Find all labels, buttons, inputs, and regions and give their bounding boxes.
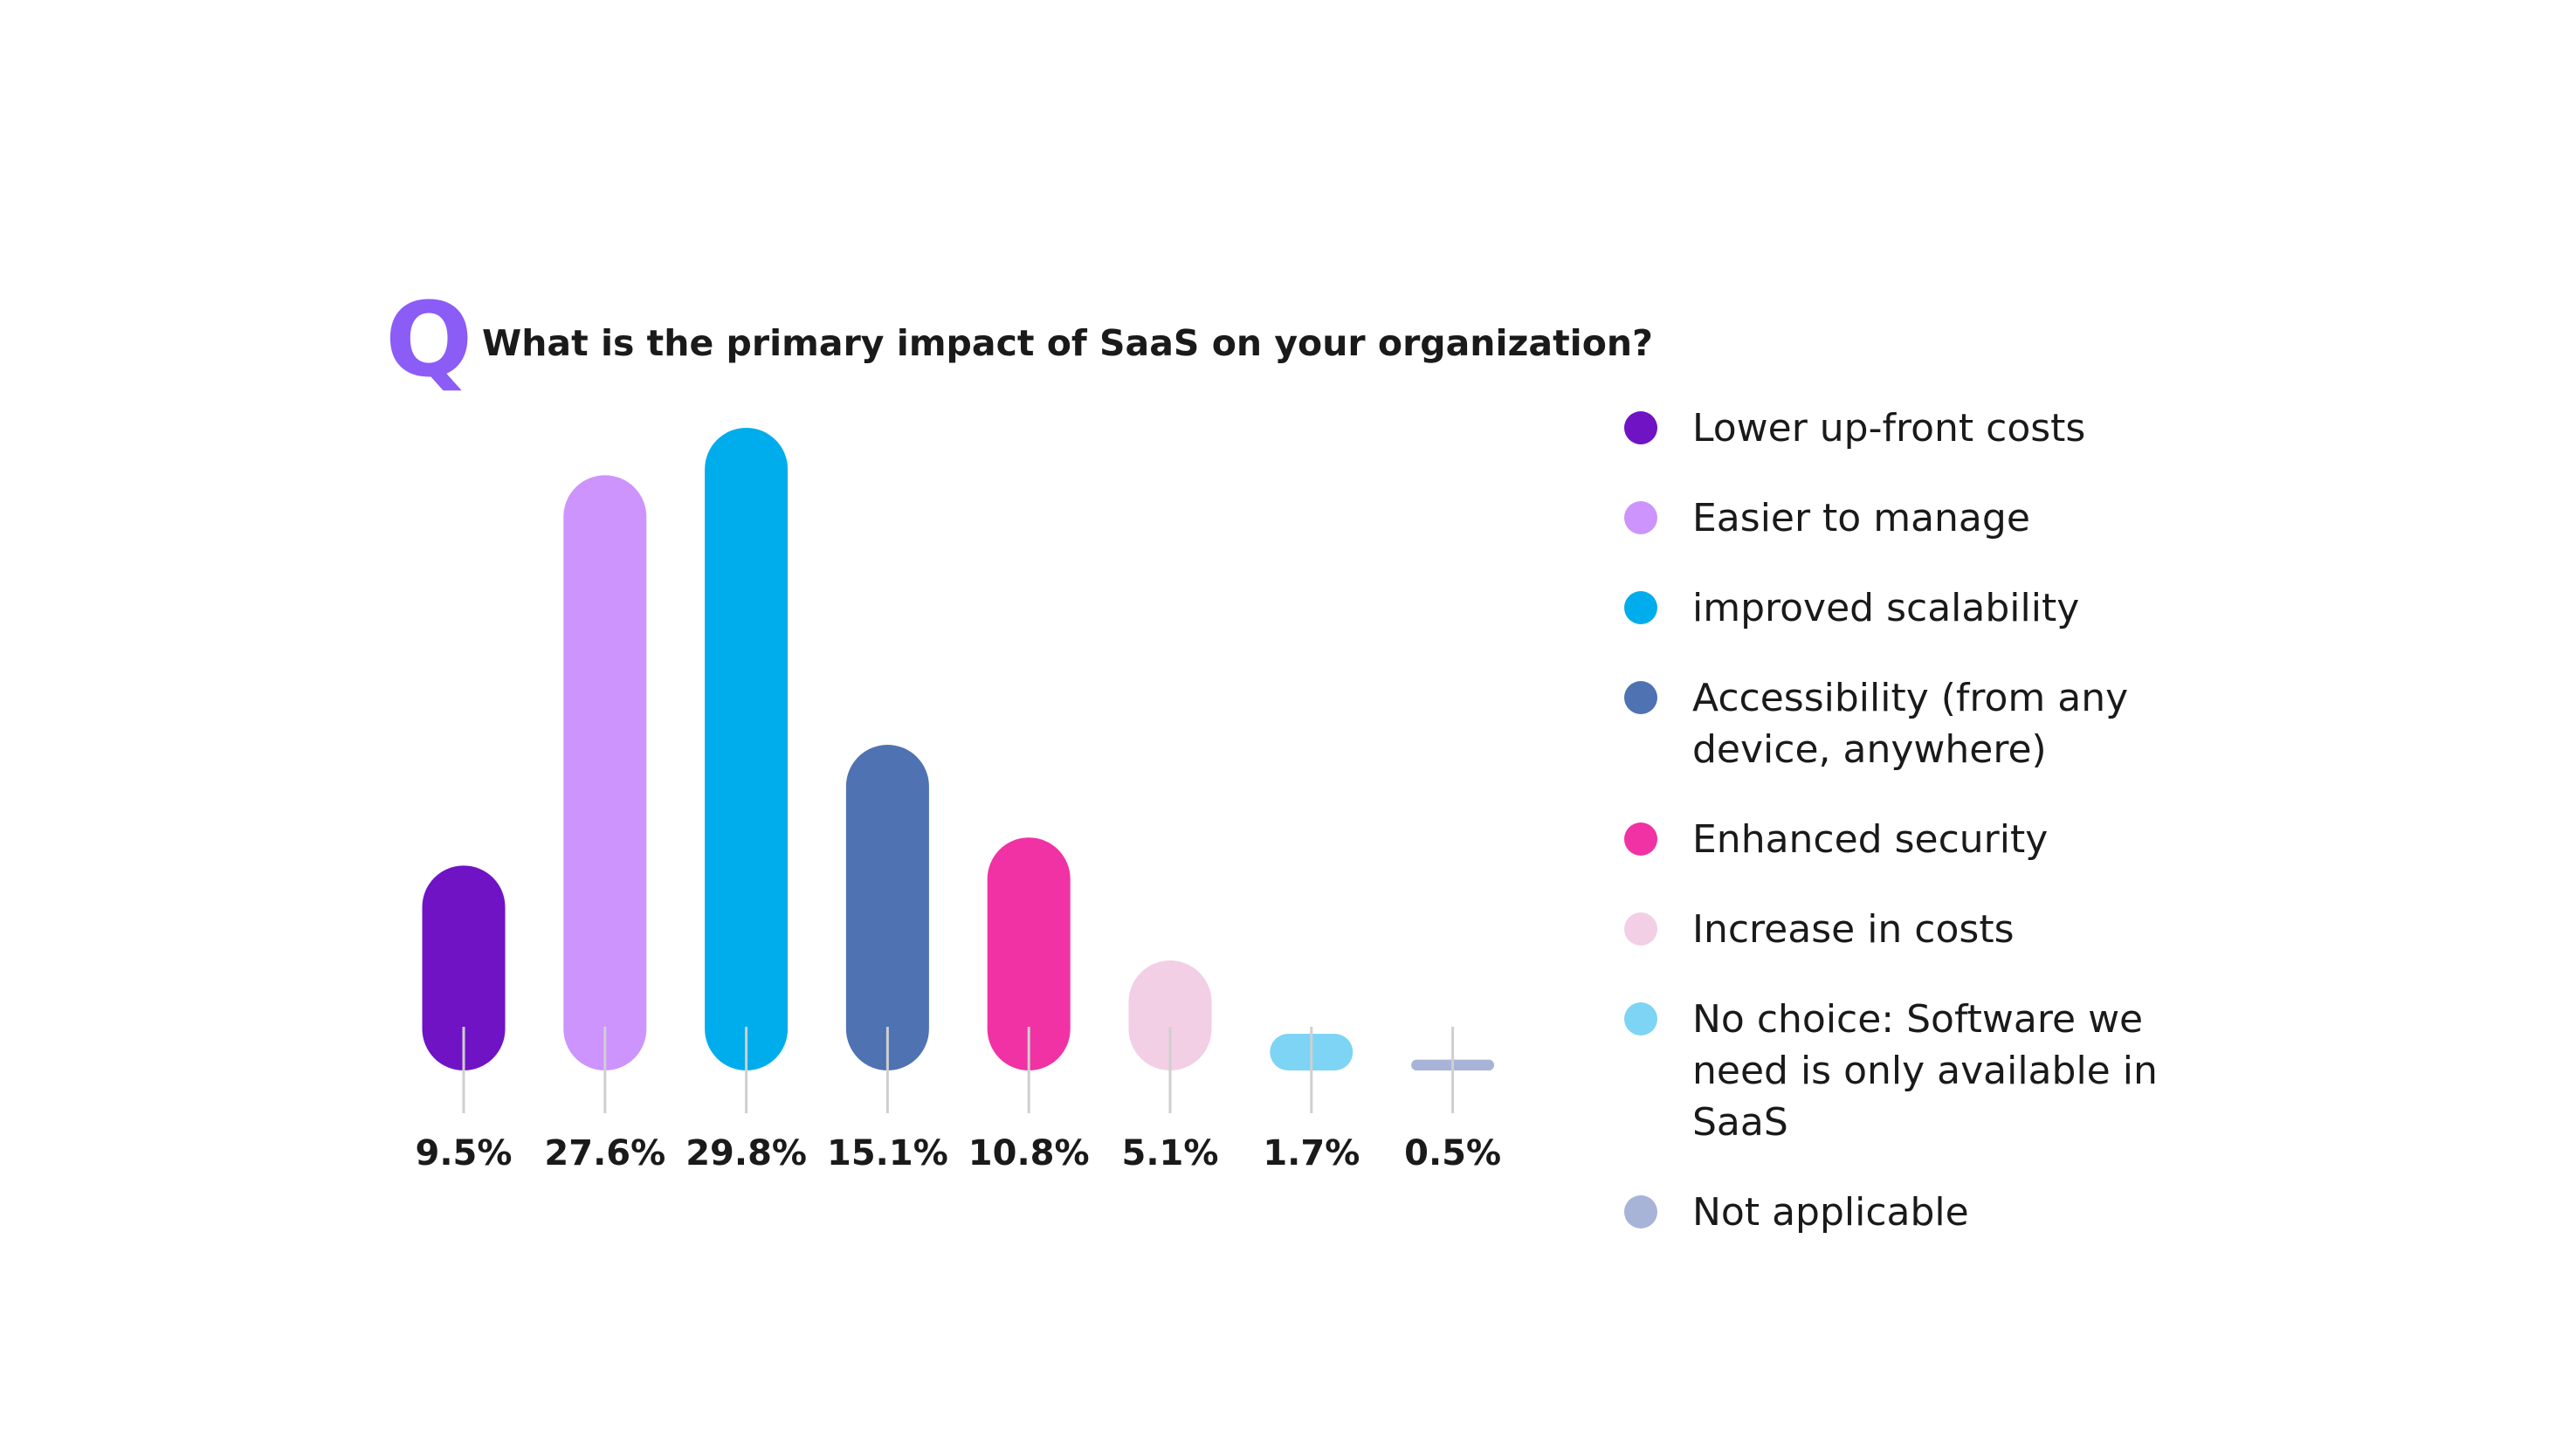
value-label: 5.1% — [1122, 1133, 1219, 1173]
chart-title: What is the primary impact of SaaS on yo… — [482, 322, 1653, 364]
legend-swatch — [1624, 1195, 1657, 1228]
legend-entry: Accessibility (from any device, anywhere… — [1624, 672, 2235, 775]
legend-swatch — [1624, 912, 1657, 946]
legend-label: Not applicable — [1692, 1190, 1969, 1235]
legend-entry: Increase in costs — [1624, 904, 2235, 955]
legend-label: improved scalability — [1692, 586, 2080, 630]
legend-swatch — [1624, 822, 1657, 856]
legend-swatch — [1624, 1002, 1657, 1036]
value-label: 27.6% — [544, 1133, 665, 1173]
bar — [705, 427, 789, 1070]
legend-label: Lower up-front costs — [1692, 406, 2086, 451]
value-label: 15.1% — [827, 1133, 948, 1173]
value-label: 0.5% — [1404, 1133, 1501, 1173]
legend-swatch — [1624, 591, 1657, 624]
legend-entry: Enhanced security — [1624, 814, 2235, 865]
legend-entry: improved scalability — [1624, 582, 2235, 634]
bar — [845, 745, 929, 1070]
legend-entry: Not applicable — [1624, 1187, 2235, 1238]
bar — [563, 475, 647, 1070]
value-label: 29.8% — [685, 1133, 807, 1173]
legend-entry: No choice: Software we need is only avai… — [1624, 994, 2235, 1148]
bar — [987, 837, 1071, 1070]
legend-label: No choice: Software we need is only avai… — [1692, 997, 2158, 1145]
legend-label: Accessibility (from any device, anywhere… — [1692, 676, 2129, 772]
legend-entry: Lower up-front costs — [1624, 403, 2235, 454]
legend-label: Enhanced security — [1692, 817, 2049, 862]
question-marker: Q — [385, 279, 472, 400]
value-label: 9.5% — [416, 1133, 513, 1173]
legend-swatch — [1624, 681, 1657, 714]
value-label: 10.8% — [968, 1133, 1090, 1173]
legend-label: Easier to manage — [1692, 496, 2030, 540]
bar — [422, 865, 506, 1070]
legend-swatch — [1624, 501, 1657, 534]
legend-swatch — [1624, 411, 1657, 444]
legend-entry: Easier to manage — [1624, 492, 2235, 544]
value-label: 1.7% — [1263, 1133, 1360, 1173]
legend-label: Increase in costs — [1692, 907, 2015, 952]
bar — [1128, 960, 1212, 1070]
legend: Lower up-front costs Easier to manage impr… — [1624, 403, 2235, 1238]
